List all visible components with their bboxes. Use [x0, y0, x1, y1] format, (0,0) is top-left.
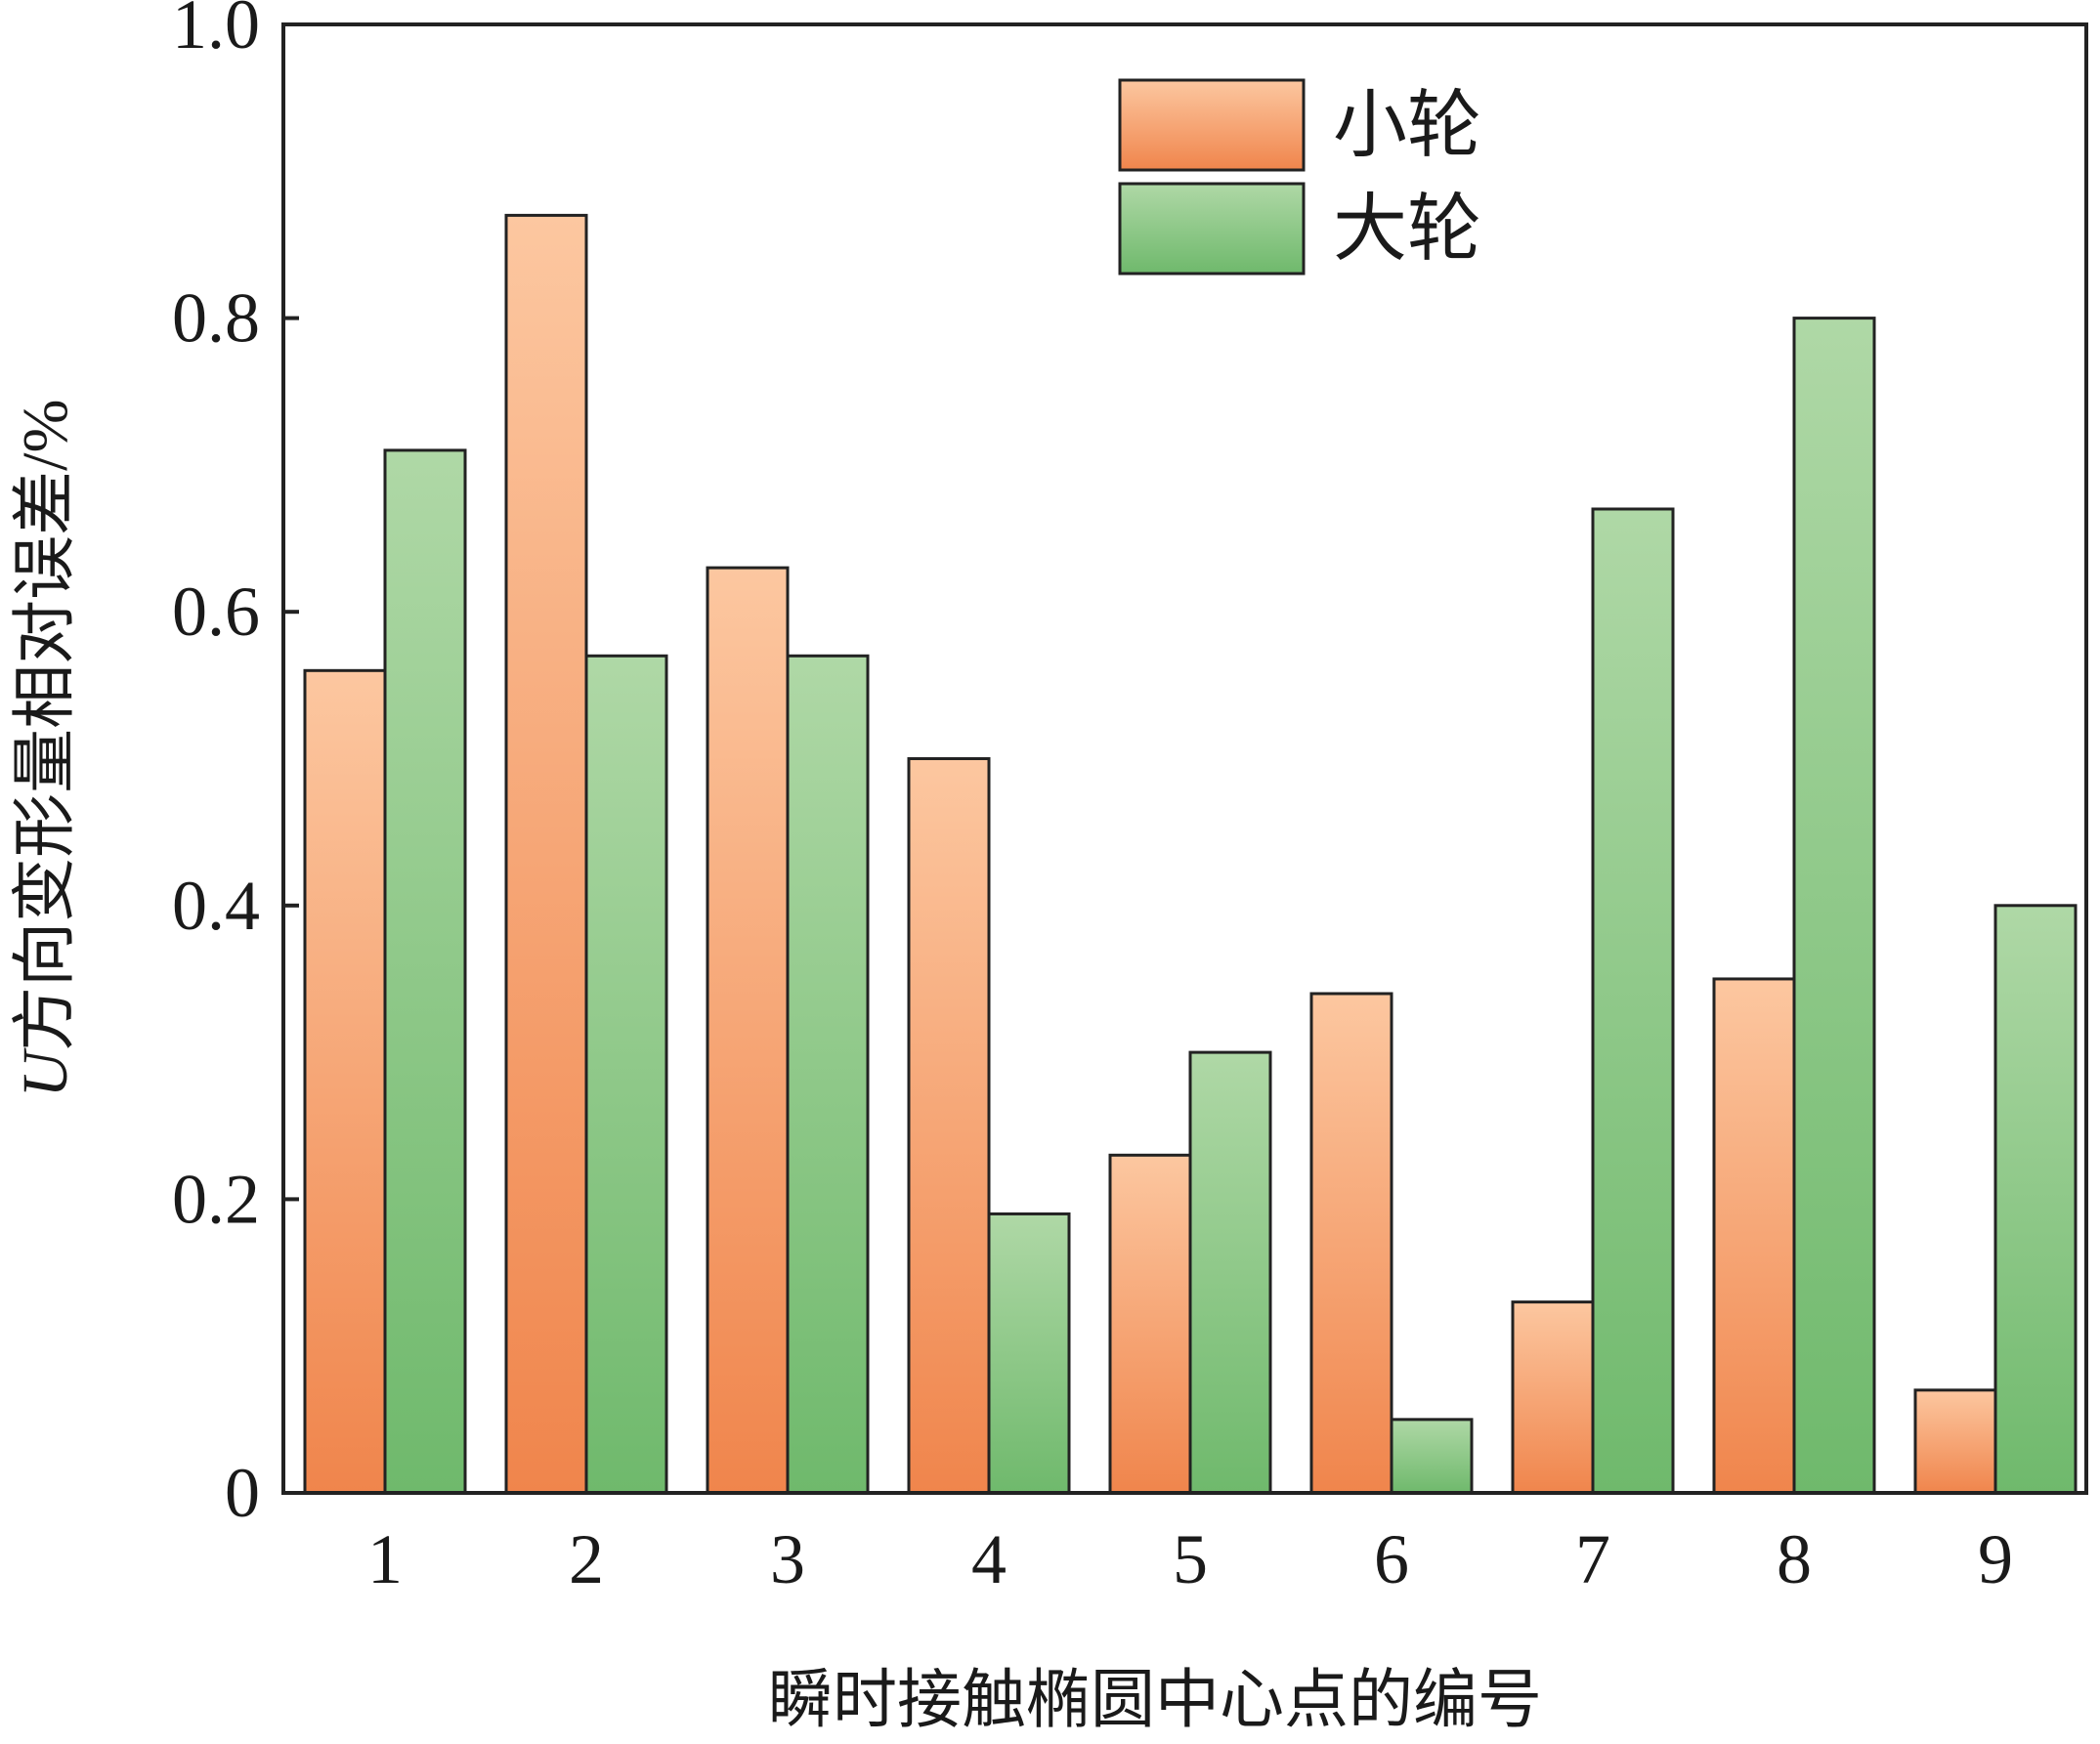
- x-tick-label: 9: [1978, 1520, 2013, 1598]
- legend-swatch-small: [1118, 78, 1306, 172]
- bar-small-7: [1511, 1300, 1595, 1495]
- axes-layer: 0 0.2 0.4 0.6 0.8 1.0 1 2 3 4 5 6 7 8 9: [172, 0, 2088, 1598]
- bar-large-4: [987, 1212, 1071, 1495]
- y-axis-title: U方向变形量相对误差/%: [10, 400, 81, 1098]
- x-axis-title: 瞬时接触椭圆中心点的编号: [768, 1665, 1542, 1736]
- x-tick-label: 2: [569, 1520, 604, 1598]
- bar-small-6: [1309, 992, 1393, 1495]
- bar-large-7: [1591, 507, 1675, 1495]
- bar-small-2: [504, 213, 588, 1495]
- x-tick-label: 6: [1374, 1520, 1409, 1598]
- bar-small-3: [706, 566, 790, 1495]
- legend-swatch-large: [1118, 182, 1306, 276]
- y-axis-title-rest: 方向变形量相对误差/%: [10, 400, 81, 1051]
- x-tick-label: 3: [770, 1520, 805, 1598]
- bar-large-9: [1993, 904, 2078, 1495]
- x-tick-label: 5: [1173, 1520, 1208, 1598]
- bar-small-5: [1108, 1153, 1192, 1495]
- x-tick-label: 4: [971, 1520, 1007, 1598]
- y-tick-label: 0.8: [172, 279, 260, 358]
- bar-large-6: [1390, 1418, 1474, 1495]
- x-tick-label: 8: [1777, 1520, 1812, 1598]
- bar-small-4: [907, 757, 991, 1495]
- x-tick-label: 7: [1575, 1520, 1610, 1598]
- bar-large-8: [1792, 317, 1876, 1495]
- legend-label-large: 大轮: [1333, 189, 1481, 271]
- bar-large-1: [383, 448, 467, 1495]
- bars-layer: [303, 213, 2078, 1495]
- bar-small-1: [303, 668, 387, 1495]
- bar-large-2: [584, 654, 668, 1495]
- y-tick-label: 0.6: [172, 573, 260, 651]
- bar-large-5: [1188, 1050, 1272, 1495]
- y-tick-label: 1.0: [172, 0, 260, 64]
- plot-frame: [281, 22, 2088, 1495]
- y-axis-title-italic: U: [10, 1047, 81, 1098]
- bar-small-9: [1913, 1388, 1997, 1495]
- bar-small-8: [1712, 977, 1796, 1495]
- legend-label-small: 小轮: [1333, 85, 1481, 167]
- x-tick-label: 1: [367, 1520, 403, 1598]
- y-tick-label: 0.4: [172, 867, 260, 945]
- y-tick-label: 0.2: [172, 1160, 260, 1238]
- y-tick-label: 0: [225, 1454, 260, 1532]
- bar-large-3: [786, 654, 870, 1495]
